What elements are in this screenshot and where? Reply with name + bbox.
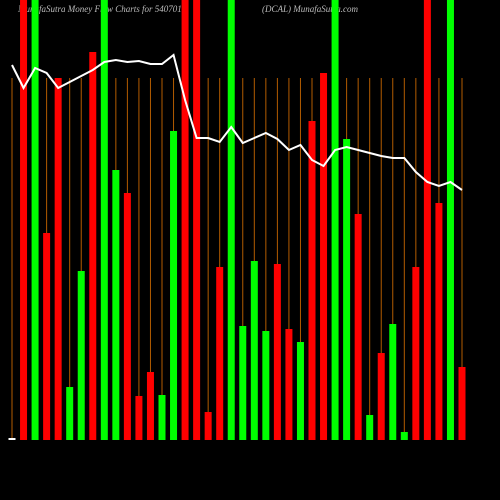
line (11, 53, 463, 191)
bar (285, 329, 293, 440)
bar (123, 193, 131, 440)
bar (239, 326, 247, 440)
bar (66, 387, 74, 440)
chart-title: MunafaSutra Money Flow Charts for 540701 (17, 4, 182, 14)
bar (435, 203, 443, 440)
bar (158, 395, 166, 440)
bar (331, 0, 339, 440)
bar (170, 131, 178, 440)
bar (20, 0, 28, 440)
bar (354, 214, 362, 440)
bar (146, 372, 154, 440)
chart-subtitle: (DCAL) MunafaSutra.com (262, 4, 358, 14)
bar (181, 0, 189, 440)
bar (400, 432, 408, 440)
bar (112, 170, 120, 440)
bar (320, 73, 328, 440)
bar (204, 412, 212, 440)
bar (377, 353, 385, 440)
bar (193, 0, 201, 440)
bar (446, 0, 454, 440)
bar (135, 396, 143, 440)
bar (262, 331, 270, 440)
bar (389, 324, 397, 440)
bar (343, 139, 351, 440)
bar (89, 52, 97, 440)
bar (250, 261, 258, 440)
bar (216, 267, 224, 440)
bar (227, 0, 235, 440)
bar (296, 342, 304, 440)
bar (308, 121, 316, 440)
bar (366, 415, 374, 440)
bar (77, 271, 85, 440)
bar (273, 264, 281, 440)
bar (8, 438, 16, 440)
bar (54, 78, 62, 440)
bar (31, 0, 39, 440)
bar (458, 367, 466, 440)
bar (43, 233, 51, 440)
bar (100, 0, 108, 440)
bar (412, 267, 420, 440)
bar (423, 0, 431, 440)
